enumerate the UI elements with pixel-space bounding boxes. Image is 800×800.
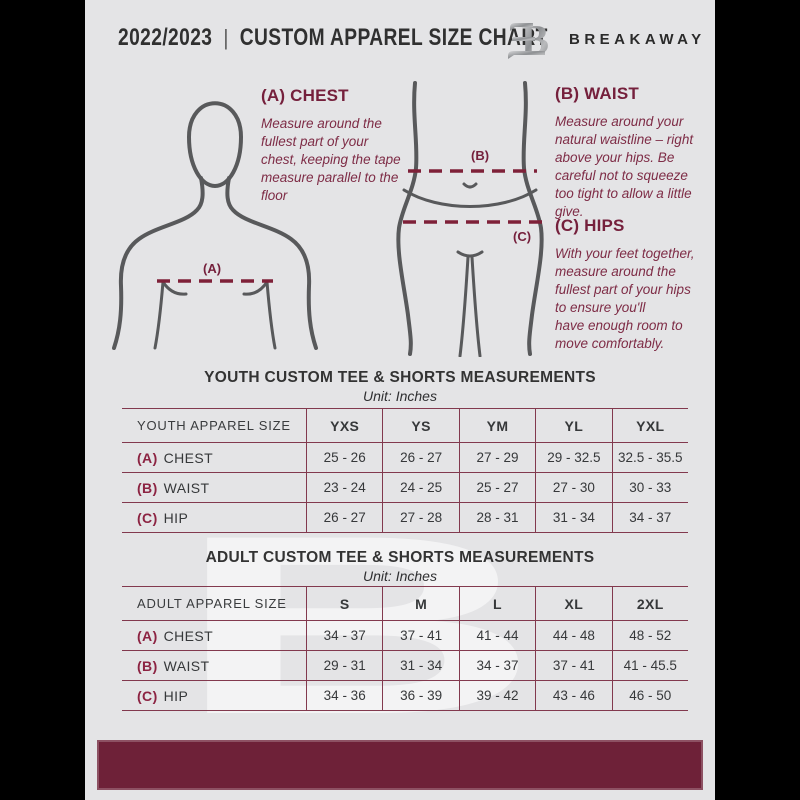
- table-cell: L: [458, 586, 536, 621]
- table-cell: 28 - 31: [458, 503, 536, 533]
- table-cell: (B) WAIST: [122, 473, 306, 503]
- table-cell: 31 - 34: [382, 651, 459, 681]
- table-cell: 37 - 41: [535, 651, 612, 681]
- table-cell: (B) WAIST: [122, 651, 306, 681]
- season-label: 2022/2023: [118, 24, 213, 51]
- adult-table-title: ADULT CUSTOM TEE & SHORTS MEASUREMENTS: [205, 549, 595, 566]
- table-cell: 26 - 27: [306, 503, 383, 533]
- title-divider: |: [223, 25, 229, 50]
- table-cell: 27 - 28: [382, 503, 459, 533]
- table-cell: 29 - 32.5: [535, 443, 612, 473]
- waist-heading: (B) WAIST: [555, 84, 639, 103]
- adult-size-table: ADULT APPAREL SIZE S M L XL 2XL (A) CHEST…: [122, 586, 688, 711]
- table-cell: 34 - 37: [306, 621, 383, 651]
- brand-name: BREAKAWAY: [569, 31, 706, 48]
- table-cell: 29 - 31: [306, 651, 383, 681]
- table-cell: 31 - 34: [535, 503, 612, 533]
- table-cell: (C) HIP: [122, 681, 306, 711]
- adult-table-unit: Unit: Inches: [363, 568, 437, 584]
- table-cell: 48 - 52: [611, 621, 688, 651]
- table-cell: M: [382, 586, 459, 621]
- table-cell: 37 - 41: [382, 621, 459, 651]
- table-cell: 2XL: [611, 586, 688, 621]
- table-cell: 36 - 39: [382, 681, 459, 711]
- table-cell: 25 - 27: [458, 473, 536, 503]
- table-cell: YXL: [611, 408, 688, 443]
- table-cell: YL: [535, 408, 612, 443]
- hips-instructions: (C) HIPS With your feet together, measur…: [555, 216, 705, 353]
- table-cell: YOUTH APPAREL SIZE: [122, 408, 306, 443]
- table-cell: (A) CHEST: [122, 621, 306, 651]
- chest-body-text: Measure around the fullest part of your …: [261, 116, 401, 203]
- youth-table-unit: Unit: Inches: [363, 388, 437, 404]
- table-cell: (C) HIP: [122, 503, 306, 533]
- table-cell: 26 - 27: [382, 443, 459, 473]
- table-cell: 23 - 24: [306, 473, 383, 503]
- waist-marker-label: (B): [471, 148, 489, 163]
- youth-table-title: YOUTH CUSTOM TEE & SHORTS MEASUREMENTS: [204, 369, 596, 386]
- table-cell: 44 - 48: [535, 621, 612, 651]
- table-cell: S: [306, 586, 383, 621]
- hips-body-text: With your feet together, measure around …: [555, 246, 695, 351]
- table-cell: 32.5 - 35.5: [611, 443, 688, 473]
- table-cell: 24 - 25: [382, 473, 459, 503]
- table-cell: 25 - 26: [306, 443, 383, 473]
- table-cell: 34 - 37: [458, 651, 536, 681]
- table-cell: 34 - 36: [306, 681, 383, 711]
- table-cell: 39 - 42: [458, 681, 536, 711]
- document-page: B 2022/2023 | CUSTOM APPAREL SIZE CHART B …: [85, 0, 715, 800]
- lower-body-outline-figure: (B) (C): [396, 81, 545, 357]
- chest-instructions: (A) CHEST Measure around the fullest par…: [261, 86, 403, 205]
- table-cell: (A) CHEST: [122, 443, 306, 473]
- page-title: 2022/2023 | CUSTOM APPAREL SIZE CHART: [118, 24, 548, 52]
- waist-body-text: Measure around your natural waistline – …: [555, 114, 694, 219]
- table-cell: ADULT APPAREL SIZE: [122, 586, 306, 621]
- table-cell: 34 - 37: [611, 503, 688, 533]
- table-cell: 30 - 33: [611, 473, 688, 503]
- table-cell: YS: [382, 408, 459, 443]
- youth-size-table: YOUTH APPAREL SIZE YXS YS YM YL YXL (A) C…: [122, 408, 688, 533]
- chest-marker-label: (A): [203, 261, 221, 276]
- waist-instructions: (B) WAIST Measure around your natural wa…: [555, 84, 710, 221]
- table-cell: 43 - 46: [535, 681, 612, 711]
- footer-accent-bar: [97, 740, 703, 790]
- table-cell: YXS: [306, 408, 383, 443]
- table-cell: 27 - 30: [535, 473, 612, 503]
- hips-heading: (C) HIPS: [555, 216, 625, 235]
- breakaway-logo-icon: B: [508, 18, 549, 61]
- table-cell: 41 - 44: [458, 621, 536, 651]
- upper-body-outline-figure: (A): [112, 101, 318, 350]
- table-cell: 27 - 29: [458, 443, 536, 473]
- table-cell: 41 - 45.5: [611, 651, 688, 681]
- chest-heading: (A) CHEST: [261, 86, 349, 105]
- hip-marker-label: (C): [513, 229, 531, 244]
- table-cell: YM: [458, 408, 536, 443]
- table-cell: 46 - 50: [611, 681, 688, 711]
- title-text: CUSTOM APPAREL SIZE CHART: [239, 24, 548, 51]
- table-cell: XL: [535, 586, 612, 621]
